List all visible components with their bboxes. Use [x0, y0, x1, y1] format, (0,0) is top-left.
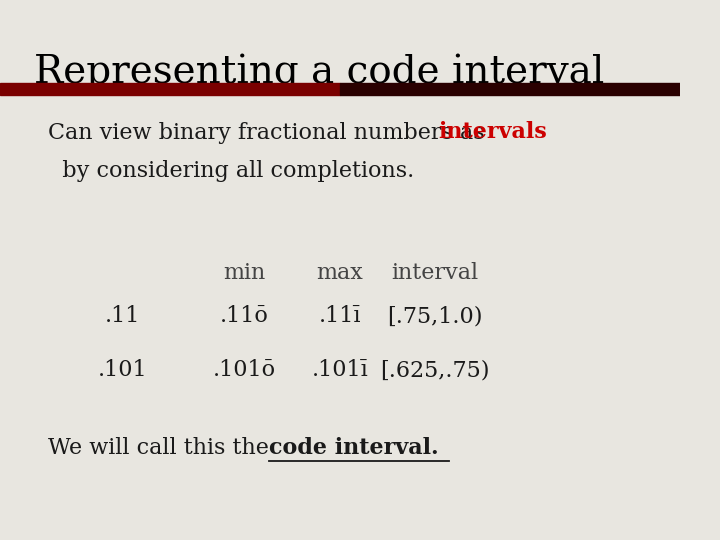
Text: Representing a code interval: Representing a code interval — [34, 54, 604, 92]
Text: Can view binary fractional numbers as: Can view binary fractional numbers as — [48, 122, 491, 144]
Text: code interval.: code interval. — [269, 437, 438, 460]
Text: .11ī: .11ī — [319, 305, 361, 327]
Text: by considering all completions.: by considering all completions. — [48, 160, 414, 183]
Bar — [0, 83, 340, 94]
Text: [.625,.75): [.625,.75) — [380, 359, 490, 381]
Text: [.75,1.0): [.75,1.0) — [387, 305, 483, 327]
Text: .11: .11 — [104, 305, 140, 327]
Text: intervals: intervals — [438, 122, 547, 144]
Text: interval: interval — [392, 262, 479, 284]
Text: max: max — [317, 262, 364, 284]
Text: .101ō: .101ō — [213, 359, 276, 381]
Text: .101: .101 — [98, 359, 147, 381]
Text: min: min — [224, 262, 266, 284]
Bar — [340, 83, 680, 94]
Text: We will call this the: We will call this the — [48, 437, 276, 460]
Text: .101ī: .101ī — [312, 359, 369, 381]
Text: .11ō: .11ō — [220, 305, 269, 327]
